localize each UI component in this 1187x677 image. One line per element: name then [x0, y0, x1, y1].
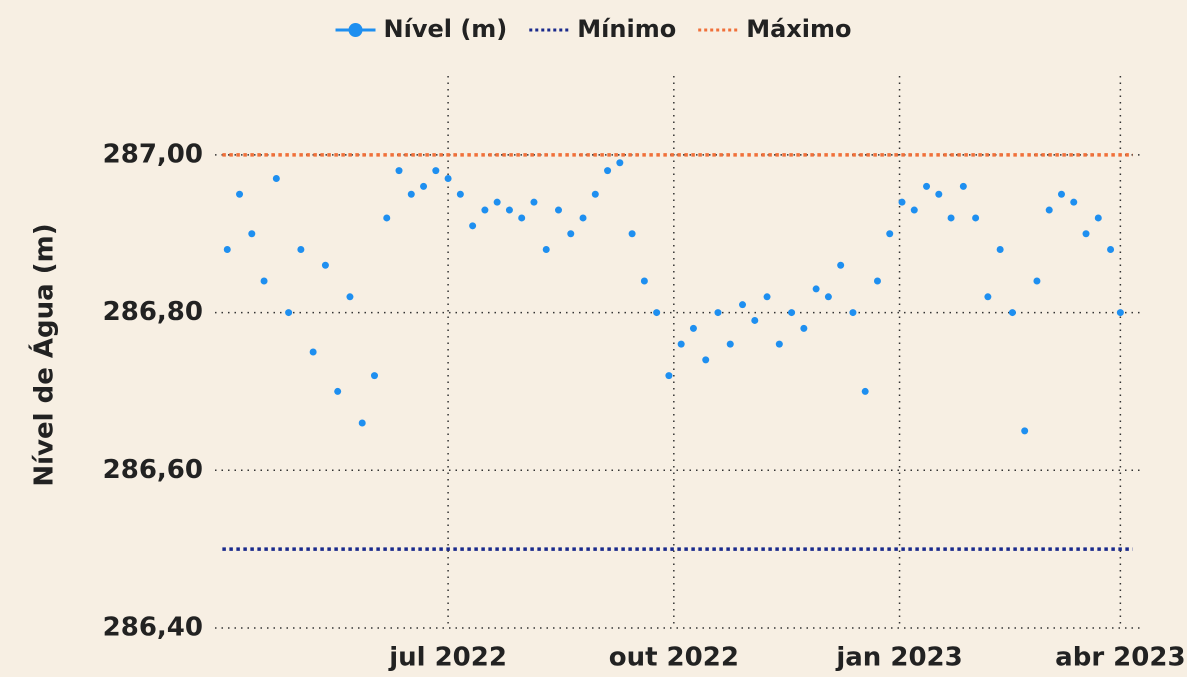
data-point — [505, 206, 513, 214]
data-point — [923, 182, 931, 190]
data-point — [407, 190, 415, 198]
data-point — [935, 190, 943, 198]
data-point — [285, 309, 293, 317]
data-point — [260, 277, 268, 285]
y-axis-label: Nível de Água (m) — [28, 223, 60, 486]
data-point — [751, 316, 759, 324]
data-point — [640, 277, 648, 285]
y-tick-label: 286,80 — [103, 297, 203, 327]
data-point — [567, 230, 575, 238]
data-point — [309, 348, 317, 356]
data-point — [591, 190, 599, 198]
legend-symbol — [348, 23, 363, 37]
data-point — [481, 206, 489, 214]
data-point — [972, 214, 980, 222]
data-point — [579, 214, 587, 222]
data-point — [1021, 427, 1029, 435]
data-point — [493, 198, 501, 206]
data-point — [947, 214, 955, 222]
data-point — [775, 340, 783, 348]
data-point — [555, 206, 563, 214]
data-point — [223, 245, 231, 253]
data-point — [1107, 245, 1115, 253]
data-point — [456, 190, 464, 198]
legend-label: Máximo — [746, 15, 851, 43]
data-point — [873, 277, 881, 285]
data-point — [812, 285, 820, 293]
data-point — [739, 301, 747, 309]
data-point — [236, 190, 244, 198]
data-point — [370, 372, 378, 380]
data-point — [984, 293, 992, 301]
data-point — [886, 230, 894, 238]
data-point — [689, 324, 697, 332]
y-tick-label: 286,60 — [103, 455, 203, 485]
data-point — [604, 167, 612, 175]
data-point — [321, 261, 329, 269]
y-tick-label: 286,40 — [103, 613, 203, 643]
data-point — [959, 182, 967, 190]
data-point — [788, 309, 796, 317]
x-tick-label: jan 2023 — [835, 643, 962, 673]
data-point — [248, 230, 256, 238]
legend-label: Mínimo — [577, 15, 676, 43]
data-point — [420, 182, 428, 190]
legend: Nível (m) Mínimo Máximo — [335, 15, 851, 43]
x-tick-label: out 2022 — [609, 643, 739, 673]
data-point — [542, 245, 550, 253]
data-point — [861, 387, 869, 395]
data-point — [1057, 190, 1065, 198]
data-point — [1094, 214, 1102, 222]
data-point — [395, 167, 403, 175]
data-point — [910, 206, 918, 214]
data-point — [898, 198, 906, 206]
data-point — [530, 198, 538, 206]
data-point — [702, 356, 710, 364]
data-point — [653, 309, 661, 317]
data-point — [358, 419, 366, 427]
data-point — [272, 175, 280, 183]
data-point — [800, 324, 808, 332]
data-point — [677, 340, 685, 348]
data-point — [346, 293, 354, 301]
data-point — [726, 340, 734, 348]
data-point — [837, 261, 845, 269]
data-point — [714, 309, 722, 317]
x-tick-label: jul 2022 — [388, 643, 507, 673]
data-point — [334, 387, 342, 395]
data-point — [1008, 309, 1016, 317]
data-point — [665, 372, 673, 380]
data-point — [1116, 309, 1124, 317]
data-point — [1033, 277, 1041, 285]
data-point — [469, 222, 477, 230]
data-point — [628, 230, 636, 238]
data-point — [616, 159, 624, 167]
data-point — [763, 293, 771, 301]
legend-label: Nível (m) — [384, 15, 508, 43]
data-point — [1082, 230, 1090, 238]
data-point — [1045, 206, 1053, 214]
y-tick-label: 287,00 — [103, 139, 203, 169]
data-point — [996, 245, 1004, 253]
data-point — [1070, 198, 1078, 206]
data-point — [297, 245, 305, 253]
data-point — [383, 214, 391, 222]
data-point — [518, 214, 526, 222]
data-point — [849, 309, 857, 317]
x-tick-label: abr 2023 — [1055, 643, 1185, 673]
data-point — [444, 175, 452, 183]
data-point — [824, 293, 832, 301]
data-point — [432, 167, 440, 175]
